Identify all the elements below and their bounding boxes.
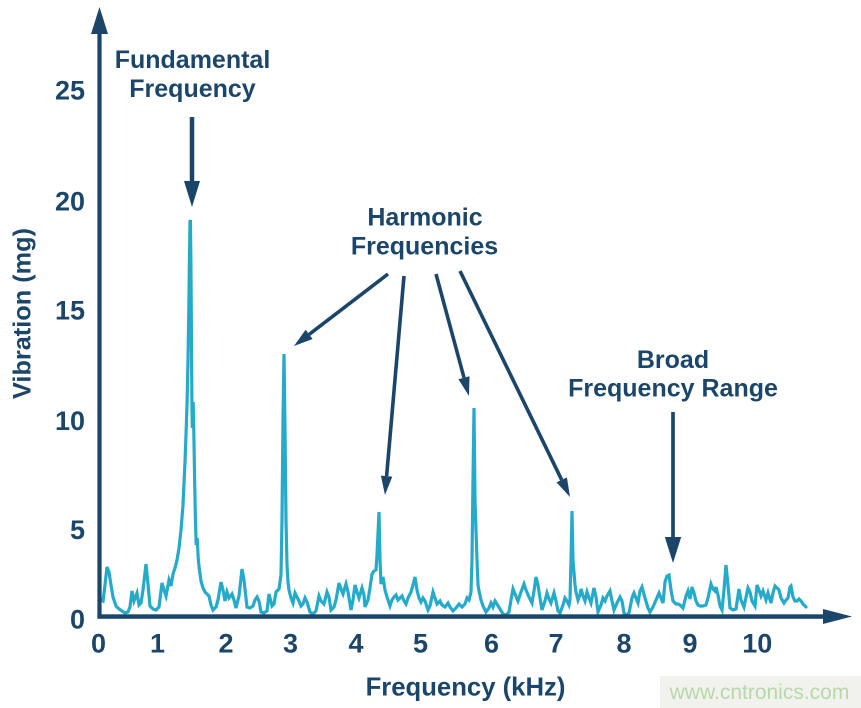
svg-text:10: 10 — [742, 629, 772, 659]
svg-text:7: 7 — [548, 629, 563, 659]
svg-text:6: 6 — [484, 629, 499, 659]
svg-text:Harmonic: Harmonic — [367, 204, 482, 232]
svg-text:10: 10 — [55, 406, 85, 436]
svg-text:25: 25 — [55, 76, 85, 106]
svg-text:Frequencies: Frequencies — [351, 233, 498, 261]
svg-text:Broad: Broad — [637, 346, 709, 374]
svg-text:Frequency Range: Frequency Range — [568, 375, 778, 403]
svg-text:4: 4 — [348, 629, 363, 659]
svg-text:0: 0 — [70, 604, 85, 634]
svg-text:9: 9 — [682, 629, 697, 659]
svg-text:Fundamental: Fundamental — [115, 46, 271, 74]
svg-text:20: 20 — [55, 187, 85, 217]
svg-text:Frequency (kHz): Frequency (kHz) — [366, 674, 566, 702]
svg-text:2: 2 — [218, 629, 233, 659]
svg-text:8: 8 — [616, 629, 631, 659]
svg-text:5: 5 — [413, 629, 428, 659]
svg-text:Frequency: Frequency — [129, 75, 256, 103]
svg-text:1: 1 — [150, 629, 165, 659]
svg-text:15: 15 — [55, 296, 85, 326]
svg-text:0: 0 — [91, 629, 106, 659]
svg-text:Vibration (mg): Vibration (mg) — [9, 228, 37, 399]
svg-text:www.cntronics.com: www.cntronics.com — [669, 681, 850, 704]
svg-text:5: 5 — [70, 515, 85, 545]
svg-text:3: 3 — [283, 629, 298, 659]
